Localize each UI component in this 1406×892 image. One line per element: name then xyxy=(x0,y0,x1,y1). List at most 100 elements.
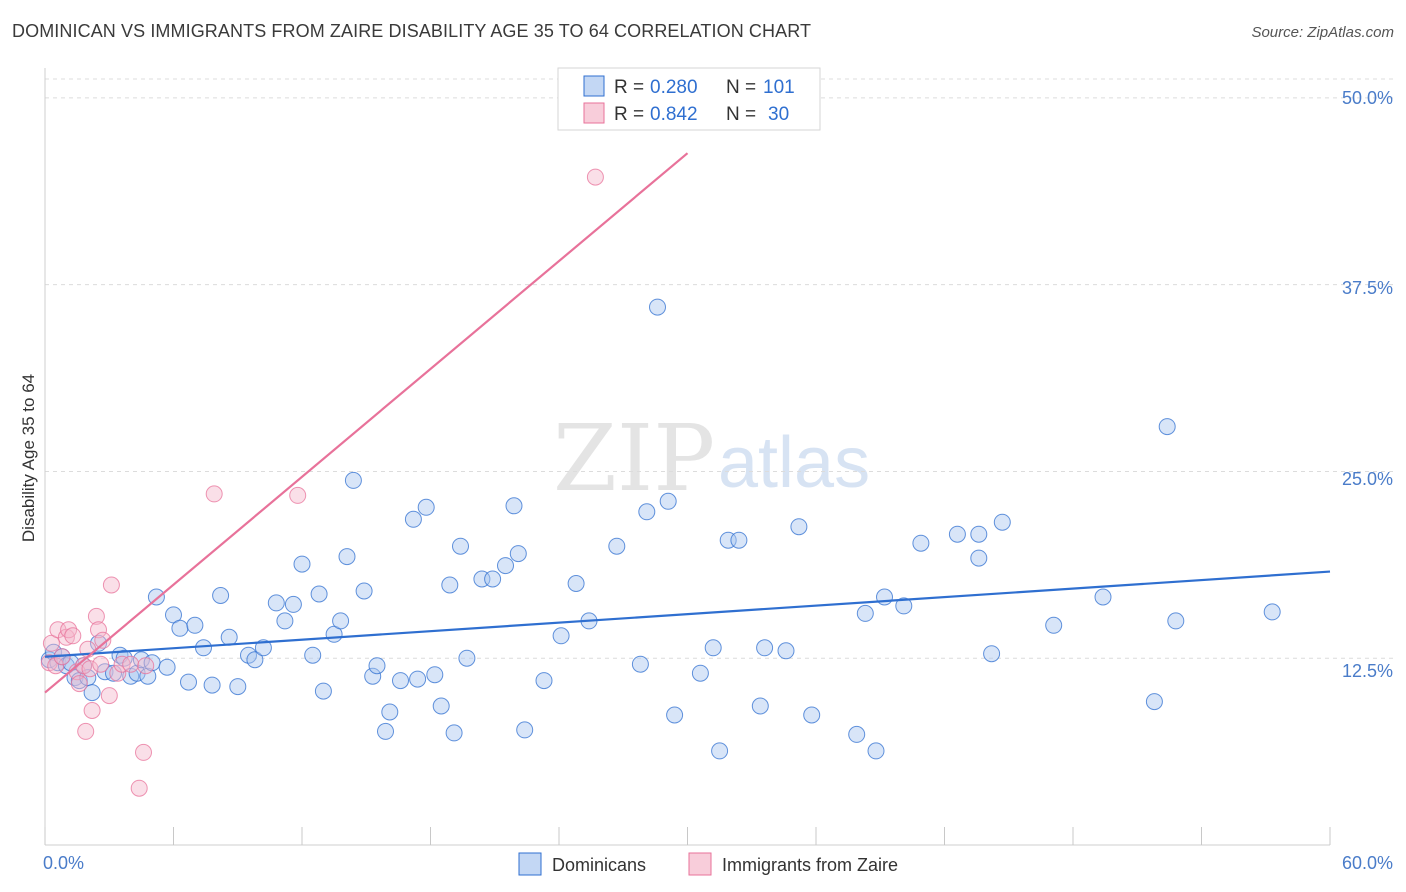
x-axis-ticks xyxy=(44,827,1331,845)
data-point xyxy=(139,667,157,685)
legend-n-label: N = xyxy=(726,77,756,98)
data-point xyxy=(113,655,131,673)
data-point xyxy=(417,498,435,516)
data-point xyxy=(876,588,893,606)
data-point xyxy=(130,779,148,797)
data-point xyxy=(83,684,101,702)
data-point xyxy=(284,595,302,613)
y-tick-labels: 50.0% 37.5% 25.0% 12.5% xyxy=(1342,88,1393,681)
data-point xyxy=(304,646,322,664)
data-point xyxy=(983,645,1001,663)
data-point xyxy=(631,655,649,673)
data-point xyxy=(552,627,570,645)
data-point xyxy=(848,725,866,743)
legend-swatch-dominicans xyxy=(583,75,605,97)
legend-n-value: 101 xyxy=(763,77,795,98)
watermark: ZIP atlas xyxy=(553,405,870,512)
data-point xyxy=(803,706,821,724)
data-point xyxy=(711,742,729,760)
data-point xyxy=(426,666,444,684)
data-point xyxy=(338,548,356,566)
data-point xyxy=(1263,603,1281,621)
data-point xyxy=(205,485,223,503)
series-zaire-points xyxy=(40,168,604,797)
data-point xyxy=(458,649,476,667)
data-point xyxy=(100,687,118,705)
data-point xyxy=(293,555,311,573)
legend-swatch-zaire xyxy=(688,852,712,876)
trendline-zaire xyxy=(44,152,689,694)
data-point xyxy=(220,628,238,646)
y-tick-label: 12.5% xyxy=(1342,661,1393,681)
data-point xyxy=(777,642,795,660)
data-point xyxy=(105,664,122,682)
data-point xyxy=(649,298,666,316)
legend-label-zaire: Immigrants from Zaire xyxy=(722,855,898,875)
data-point xyxy=(409,670,427,688)
data-point xyxy=(567,575,585,592)
y-tick-label: 37.5% xyxy=(1342,278,1393,298)
legend-n-value: 30 xyxy=(768,104,789,125)
series-dominicans-points xyxy=(40,298,1281,760)
data-point xyxy=(970,549,988,567)
data-point xyxy=(229,678,247,696)
y-tick-label: 25.0% xyxy=(1342,469,1393,489)
data-point xyxy=(158,658,176,676)
data-point xyxy=(666,706,684,724)
data-point xyxy=(90,621,107,639)
data-point xyxy=(42,634,60,652)
y-tick-label: 50.0% xyxy=(1342,88,1393,108)
data-point xyxy=(137,657,155,675)
data-point xyxy=(77,722,95,740)
legend-swatch-zaire xyxy=(583,102,605,124)
series-legend: Dominicans Immigrants from Zaire xyxy=(518,852,898,876)
x-tick-label-min: 0.0% xyxy=(43,853,84,873)
data-point xyxy=(267,594,285,612)
data-point xyxy=(109,664,127,682)
data-point xyxy=(171,619,189,637)
watermark-zip: ZIP xyxy=(553,405,715,512)
data-point xyxy=(912,534,930,552)
data-point xyxy=(314,682,332,700)
data-point xyxy=(132,651,150,669)
data-point xyxy=(368,657,386,675)
data-point xyxy=(948,525,966,543)
data-point xyxy=(404,510,422,528)
data-point xyxy=(1094,588,1112,606)
data-point xyxy=(364,667,382,685)
legend-swatch-dominicans xyxy=(518,852,542,876)
data-point xyxy=(70,675,88,693)
data-point xyxy=(1158,418,1176,436)
data-point xyxy=(392,672,409,690)
data-point xyxy=(505,497,523,515)
data-point xyxy=(94,631,112,649)
data-point xyxy=(289,486,307,504)
data-point xyxy=(704,639,722,657)
data-point xyxy=(751,697,769,715)
data-point xyxy=(1145,693,1163,711)
data-point xyxy=(867,742,885,760)
data-point xyxy=(608,537,626,555)
data-point xyxy=(83,702,101,719)
data-point xyxy=(332,612,350,630)
data-point xyxy=(691,664,709,682)
data-point xyxy=(970,525,988,543)
data-point xyxy=(516,721,534,739)
data-point xyxy=(377,722,394,740)
data-point xyxy=(452,537,469,555)
data-point xyxy=(381,703,399,721)
data-point xyxy=(355,582,373,600)
data-point xyxy=(790,518,808,536)
data-point xyxy=(756,639,774,657)
watermark-atlas: atlas xyxy=(718,423,870,503)
trendline-dominicans xyxy=(44,570,1331,658)
data-point xyxy=(135,743,152,761)
data-point xyxy=(509,545,527,563)
data-point xyxy=(1167,612,1185,630)
data-point xyxy=(276,612,294,630)
data-point xyxy=(203,676,221,694)
data-point xyxy=(180,673,197,691)
legend-label-dominicans: Dominicans xyxy=(552,855,646,875)
data-point xyxy=(535,672,553,690)
